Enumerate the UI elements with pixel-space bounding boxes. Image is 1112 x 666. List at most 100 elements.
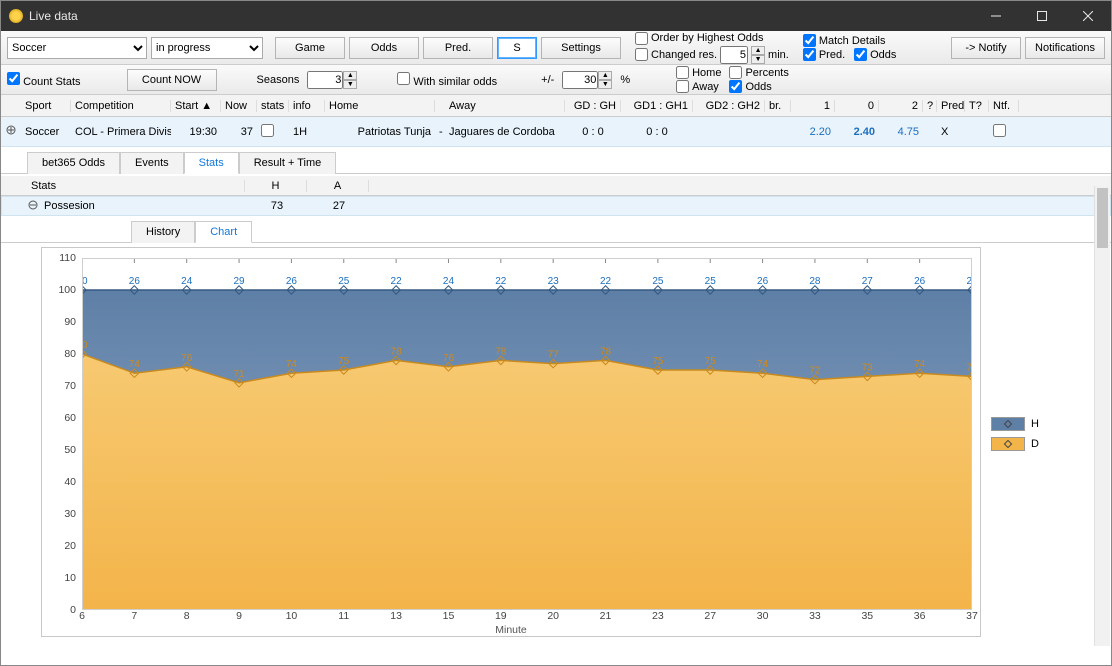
match-details-check[interactable] [803,34,816,47]
tab-bet365[interactable]: bet365 Odds [27,152,120,174]
tab-events[interactable]: Events [120,152,184,174]
h-start[interactable]: Start ▲ [171,100,221,112]
status-select[interactable]: in progress [151,37,263,59]
maximize-button[interactable] [1019,1,1065,31]
titlebar: Live data [1,1,1111,31]
settings-button[interactable]: Settings [541,37,621,59]
h-gdgh[interactable]: GD : GH [565,100,621,112]
h-gd2[interactable]: GD2 : GH2 [693,100,765,112]
minimize-button[interactable] [973,1,1019,31]
pm-pct: % [620,74,630,86]
h-br[interactable]: br. [765,100,791,112]
svg-text:26: 26 [286,276,298,287]
spin-up[interactable]: ▲ [598,71,612,80]
close-button[interactable] [1065,1,1111,31]
seasons-input[interactable] [307,71,343,89]
h-stats[interactable]: stats [257,100,289,112]
odds-label2: Odds [745,81,771,93]
svg-text:27: 27 [862,276,874,287]
order-check[interactable] [635,32,648,45]
r-stats-check[interactable] [261,124,274,137]
homeaway-block: Home Away [676,66,721,93]
notify-button[interactable]: -> Notify [951,37,1021,59]
svg-text:74: 74 [286,359,298,370]
changed-val[interactable] [720,46,748,64]
legend: H D [991,417,1039,637]
scrollbar[interactable] [1094,186,1110,646]
h-now[interactable]: Now [221,100,257,112]
tab-stats[interactable]: Stats [184,152,239,174]
svg-text:22: 22 [600,276,612,287]
count-now-button[interactable]: Count NOW [127,69,217,91]
sub-tabs: History Chart [1,220,1111,243]
svg-text:72: 72 [809,366,821,377]
expand-icon[interactable] [1,125,21,138]
h-away[interactable]: Away [445,100,565,112]
tab-chart[interactable]: Chart [195,221,252,243]
y-axis: 0102030405060708090100110 [48,258,80,610]
h-2[interactable]: 2 [879,100,923,112]
pred-check[interactable] [803,48,816,61]
spin-down[interactable]: ▼ [343,80,357,89]
svg-text:75: 75 [705,356,717,367]
odds-check2[interactable] [729,80,742,93]
home-check[interactable] [676,66,689,79]
s-button[interactable]: S [497,37,537,59]
r-ntf-check[interactable] [993,124,1006,137]
h-q[interactable]: ? [923,100,937,112]
sport-select[interactable]: Soccer [7,37,147,59]
h-info[interactable]: info [289,100,325,112]
home-label: Home [692,67,721,79]
grid-row[interactable]: Soccer COL - Primera Division 19:30 37 1… [1,117,1111,147]
collapse-icon[interactable] [28,200,44,213]
stats-col-label[interactable]: Stats [27,180,245,192]
legend-d-swatch [991,437,1025,451]
h-0[interactable]: 0 [835,100,879,112]
spin-down[interactable]: ▼ [598,80,612,89]
seasons-label: Seasons [257,74,300,86]
notifications-button[interactable]: Notifications [1025,37,1105,59]
pm-input[interactable] [562,71,598,89]
legend-h: H [991,417,1039,431]
legend-h-label: H [1031,418,1039,430]
h-gd1[interactable]: GD1 : GH1 [621,100,693,112]
svg-text:29: 29 [233,276,245,287]
spin-up[interactable]: ▲ [751,46,765,55]
odds-button[interactable]: Odds [349,37,419,59]
legend-d-label: D [1031,438,1039,450]
toolbar-primary: Soccer in progress Game Odds Pred. S Set… [1,31,1111,65]
stats-header: Stats H A [1,176,1111,196]
away-check[interactable] [676,80,689,93]
changed-check[interactable] [635,48,648,61]
svg-text:75: 75 [338,356,350,367]
tab-result[interactable]: Result + Time [239,152,337,174]
spin-up[interactable]: ▲ [343,71,357,80]
pred-button[interactable]: Pred. [423,37,493,59]
stats-col-a[interactable]: A [307,180,369,192]
svg-text:26: 26 [757,276,769,287]
h-sport[interactable]: Sport [21,100,71,112]
chart-container: 0102030405060708090100110 20262429262522… [1,243,1111,641]
scroll-thumb[interactable] [1097,188,1108,248]
h-1[interactable]: 1 [791,100,835,112]
h-pred[interactable]: Pred. [937,100,965,112]
stats-col-h[interactable]: H [245,180,307,192]
changed-label: Changed res. [651,49,717,61]
percents-check[interactable] [729,66,742,79]
stats-row[interactable]: Possesion 73 27 [1,196,1111,216]
svg-text:25: 25 [652,276,664,287]
game-button[interactable]: Game [275,37,345,59]
count-stats-check[interactable] [7,72,20,85]
h-ntf[interactable]: Ntf. [989,100,1019,112]
svg-text:22: 22 [495,276,507,287]
order-block: Order by Highest Odds Changed res. ▲▼ mi… [635,32,789,64]
h-comp[interactable]: Competition [71,100,171,112]
h-home[interactable]: Home [325,100,435,112]
spin-down[interactable]: ▼ [751,55,765,64]
tab-history[interactable]: History [131,221,195,243]
x-label: Minute [495,624,527,636]
similar-odds-check[interactable] [397,72,410,85]
odds-check[interactable] [854,48,867,61]
h-tq[interactable]: T? [965,100,989,112]
svg-text:24: 24 [443,276,455,287]
